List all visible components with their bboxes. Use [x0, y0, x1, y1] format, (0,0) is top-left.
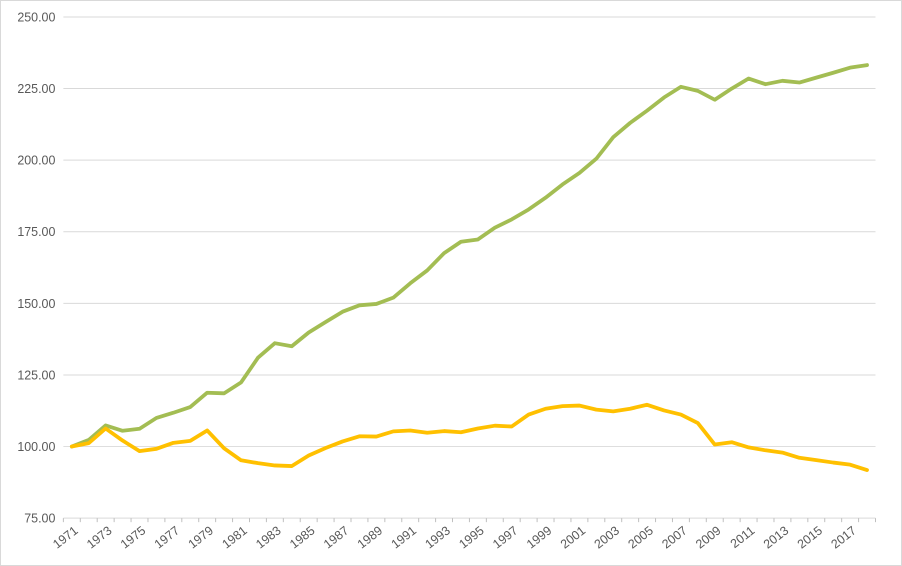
- x-axis-tick-label: 1999: [524, 523, 554, 551]
- x-axis-tick-label: 1991: [389, 523, 419, 551]
- x-axis-tick-label: 1981: [219, 523, 249, 551]
- x-axis-tick-label: 2007: [659, 523, 689, 551]
- x-axis-tick-label: 2005: [625, 523, 655, 551]
- x-axis-tick-label: 2015: [795, 523, 825, 551]
- x-axis-tick-label: 1993: [422, 523, 452, 551]
- x-axis-tick-label: 2003: [592, 523, 622, 551]
- x-axis-tick-label: 1973: [84, 523, 114, 551]
- y-axis-tick-label: 125.00: [17, 368, 55, 382]
- y-axis-tick-label: 150.00: [17, 297, 55, 311]
- x-axis-tick-label: 1971: [50, 523, 80, 551]
- y-axis-tick-label: 175.00: [17, 225, 55, 239]
- series-green-line: [69, 63, 869, 449]
- x-axis-tick-label: 1997: [490, 523, 520, 551]
- x-axis-tick-label: 2001: [558, 523, 588, 551]
- x-axis-tick-label: 1975: [118, 523, 148, 551]
- x-axis-tick-label: 2013: [761, 523, 791, 551]
- x-axis-tick-label: 1983: [253, 523, 283, 551]
- y-axis-tick-label: 75.00: [24, 512, 55, 526]
- x-axis-tick-label: 1979: [186, 523, 216, 551]
- y-axis-tick-label: 250.00: [17, 10, 55, 24]
- x-axis-tick-label: 2009: [693, 523, 723, 551]
- x-axis-tick-label: 1995: [456, 523, 486, 551]
- x-axis-tick-label: 2017: [829, 523, 859, 551]
- x-axis-tick-label: 2011: [728, 523, 758, 551]
- y-axis-tick-label: 100.00: [17, 440, 55, 454]
- y-axis-tick-label: 225.00: [17, 82, 55, 96]
- y-axis-tick-label: 200.00: [17, 154, 55, 168]
- x-axis-tick-label: 1985: [287, 523, 317, 551]
- x-axis-tick-label: 1977: [152, 523, 182, 551]
- series-yellow-line: [69, 402, 869, 472]
- x-axis-tick-label: 1987: [321, 523, 351, 551]
- x-axis-tick-label: 1989: [355, 523, 385, 551]
